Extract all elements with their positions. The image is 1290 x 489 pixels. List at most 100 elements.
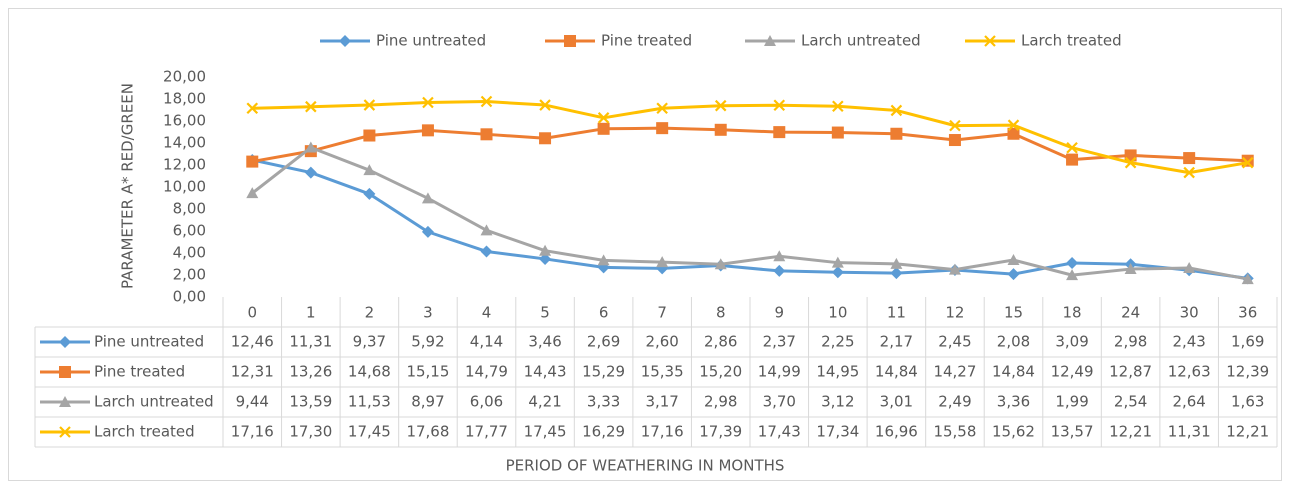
table-row-label: Pine untreated <box>94 333 204 351</box>
marker <box>831 266 844 279</box>
x-tick-label: 3 <box>423 304 433 322</box>
marker <box>597 112 610 124</box>
marker <box>597 254 610 266</box>
series-line <box>251 146 1248 281</box>
y-tick-label: 10,00 <box>163 178 206 196</box>
table-cell: 2,64 <box>1172 393 1205 411</box>
table-cell: 17,45 <box>524 423 567 441</box>
table-cell: 17,34 <box>816 423 859 441</box>
marker <box>1124 263 1137 275</box>
marker <box>1183 166 1195 179</box>
marker <box>1007 268 1020 281</box>
marker <box>714 123 727 136</box>
table-cell: 12,46 <box>231 333 274 351</box>
table-cell: 17,16 <box>641 423 684 441</box>
marker <box>831 126 844 139</box>
table-cell: 17,43 <box>758 423 801 441</box>
table-cell: 3,01 <box>880 393 913 411</box>
y-tick-label: 20,00 <box>163 68 206 86</box>
x-tick-label: 1 <box>306 304 316 322</box>
table-cell: 2,54 <box>1114 393 1147 411</box>
table-cell: 3,46 <box>528 333 561 351</box>
table-cell: 14,43 <box>524 363 567 381</box>
legend-label: Pine untreated <box>376 32 486 50</box>
table-cell: 12,49 <box>1051 363 1094 381</box>
table-cell: 2,49 <box>938 393 971 411</box>
table-cell: 13,57 <box>1051 423 1094 441</box>
marker <box>773 99 786 112</box>
table-cell: 2,60 <box>645 333 678 351</box>
table-cell: 15,20 <box>699 363 742 381</box>
marker <box>597 122 610 135</box>
table-cell: 3,33 <box>587 393 620 411</box>
marker <box>1066 153 1079 166</box>
marker <box>480 95 493 108</box>
y-tick-label: 14,00 <box>163 134 206 152</box>
table-cell: 12,39 <box>1226 363 1269 381</box>
table-cell: 12,21 <box>1109 423 1152 441</box>
table-cell: 2,17 <box>880 333 913 351</box>
marker <box>539 244 552 256</box>
marker <box>480 224 493 236</box>
legend-label: Larch untreated <box>801 32 921 50</box>
legend-label: Larch treated <box>1021 32 1122 50</box>
marker <box>948 134 961 147</box>
marker <box>1124 156 1137 169</box>
legend-marker <box>59 426 71 438</box>
marker <box>363 99 376 111</box>
table-cell: 5,92 <box>411 333 444 351</box>
y-tick-label: 8,00 <box>173 200 206 218</box>
marker <box>714 258 727 270</box>
table-cell: 3,09 <box>1055 333 1088 351</box>
legend-label: Pine treated <box>601 32 692 50</box>
table-cell: 14,99 <box>758 363 801 381</box>
table-cell: 1,99 <box>1055 393 1088 411</box>
table-cell: 4,21 <box>528 393 561 411</box>
table-cell: 12,21 <box>1226 423 1269 441</box>
y-axis-title: PARAMETER A* RED/GREEN <box>119 83 137 289</box>
marker <box>363 129 376 142</box>
table-cell: 9,37 <box>353 333 386 351</box>
marker <box>831 256 844 268</box>
marker <box>421 124 434 137</box>
table-row-label: Larch untreated <box>94 393 214 411</box>
table-cell: 13,26 <box>289 363 332 381</box>
marker <box>949 119 961 132</box>
marker <box>480 245 493 258</box>
legend-marker <box>339 35 351 47</box>
x-tick-label: 9 <box>775 304 785 322</box>
legend-marker <box>564 35 576 47</box>
marker <box>1241 273 1254 285</box>
x-tick-label: 6 <box>599 304 609 322</box>
table-cell: 17,30 <box>289 423 332 441</box>
x-tick-label: 11 <box>887 304 906 322</box>
series-line <box>252 100 1248 175</box>
marker <box>246 155 259 168</box>
table-cell: 2,98 <box>704 393 737 411</box>
y-tick-label: 0,00 <box>173 288 206 306</box>
marker <box>422 96 434 109</box>
table-cell: 3,36 <box>997 393 1030 411</box>
y-tick-label: 18,00 <box>163 90 206 108</box>
marker <box>832 100 844 113</box>
x-tick-label: 30 <box>1180 304 1199 322</box>
y-tick-label: 6,00 <box>173 222 206 240</box>
table-cell: 2,98 <box>1114 333 1147 351</box>
x-tick-label: 15 <box>1004 304 1023 322</box>
table-cell: 16,29 <box>582 423 625 441</box>
table-cell: 2,08 <box>997 333 1030 351</box>
marker <box>363 187 376 200</box>
marker <box>1007 254 1020 266</box>
marker <box>890 104 903 117</box>
x-tick-label: 5 <box>540 304 550 322</box>
table-cell: 14,27 <box>933 363 976 381</box>
table-cell: 1,69 <box>1231 333 1264 351</box>
marker <box>1183 261 1196 273</box>
marker <box>656 122 669 135</box>
marker <box>656 256 669 268</box>
table-cell: 2,43 <box>1172 333 1205 351</box>
table-cell: 2,37 <box>763 333 796 351</box>
table-cell: 15,62 <box>992 423 1035 441</box>
marker <box>890 257 903 269</box>
